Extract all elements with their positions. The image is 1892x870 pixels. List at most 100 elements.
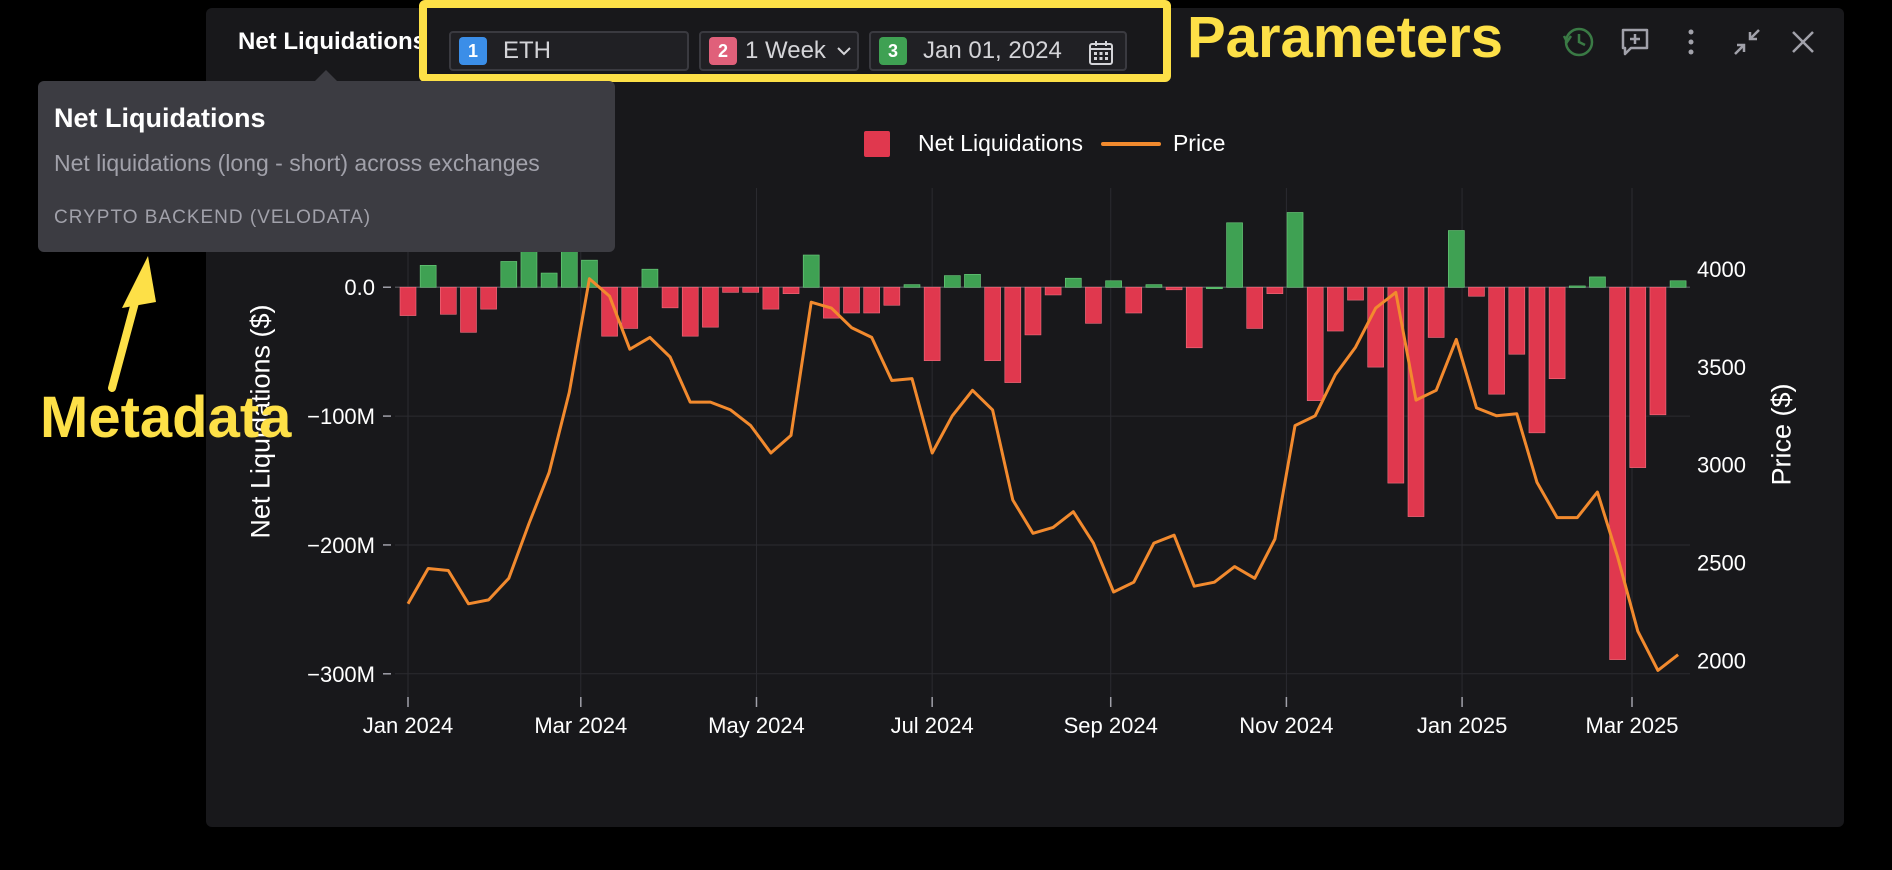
interval-param[interactable]: 2 1 Week [699,31,859,71]
legend-net-liquidations[interactable]: Net Liquidations [864,130,1083,157]
net-liquidation-bar [843,286,860,314]
net-liquidation-bar [1609,286,1626,660]
net-liquidation-bar [702,286,719,328]
x-tick-label: Sep 2024 [1064,713,1158,738]
net-liquidation-bar [1427,286,1445,338]
net-liquidation-bar [661,286,679,309]
tooltip-pointer [315,70,337,81]
net-liquidation-bar [964,274,981,288]
y2-tick-label: 2000 [1697,649,1746,674]
close-icon[interactable] [1785,24,1821,60]
net-liquidation-bar [1568,285,1586,288]
net-liquidation-bar [782,286,800,294]
minimize-icon[interactable] [1729,24,1765,60]
symbol-value[interactable]: ETH [503,37,551,64]
param-badge-2: 2 [709,37,737,65]
net-liquidation-bar [1105,280,1122,288]
price-line [406,277,1680,672]
interval-value[interactable]: 1 Week [745,37,826,64]
net-liquidation-bar [460,286,477,333]
net-liquidation-bar [742,286,760,293]
legend-bar-swatch [864,130,890,157]
legend-price-label: Price [1172,130,1226,156]
x-tick-label: May 2024 [708,713,805,738]
net-liquidation-bar [1185,286,1203,349]
net-liquidation-bar [1629,286,1647,468]
net-liquidation-bar [802,254,820,288]
net-liquidation-bar [984,286,1001,361]
more-icon[interactable] [1673,24,1709,60]
y-tick-label: −300M [307,662,375,687]
net-liquidation-bar [923,286,941,361]
net-liquidation-bar [1145,284,1163,288]
net-liquidation-bar [1468,286,1485,297]
param-badge-3: 3 [879,37,907,65]
net-liquidation-bar [1448,230,1465,288]
y2-tick-label: 3000 [1697,453,1746,478]
param-badge-1: 1 [459,37,487,65]
net-liquidation-bar [1488,286,1505,395]
net-liquidation-bar [440,286,457,315]
y2-axis-title: Price ($) [1766,383,1797,486]
net-liquidation-bar [621,286,639,329]
net-liquidation-bar [1669,280,1687,288]
history-icon[interactable] [1561,24,1597,60]
calendar-icon[interactable] [1087,39,1115,67]
net-liquidation-bar [520,250,538,288]
comment-icon[interactable] [1617,24,1653,60]
x-tick-label: Jan 2025 [1417,713,1508,738]
net-liquidation-bar [762,286,780,310]
net-liquidation-bar [1327,286,1344,332]
net-liquidation-bar [1165,286,1183,291]
net-liquidation-bar [1226,222,1243,288]
net-liquidation-bar [722,286,739,293]
legend-price[interactable]: Price [1100,130,1226,157]
net-liquidation-bar [1246,286,1264,329]
net-liquidation-bar [1044,286,1062,296]
tooltip-title: Net Liquidations [54,103,266,133]
net-liquidation-bar [903,284,921,288]
net-liquidation-bar [1125,286,1143,314]
net-liquidation-bar [1004,286,1022,383]
net-liquidation-bar [681,286,699,337]
symbol-param[interactable]: 1 ETH [449,31,689,71]
net-liquidation-bar [1387,286,1405,484]
net-liquidation-bar [540,272,558,288]
net-liquidation-bar [1649,286,1667,416]
net-liquidation-bar [601,286,618,337]
net-liquidation-bar [1347,286,1364,301]
net-liquidation-bar [1064,277,1082,288]
chart-legend: Net Liquidations Price [864,130,1243,157]
net-liquidation-bar [1306,286,1324,401]
net-liquidation-bar [1548,286,1566,380]
tooltip-description: Net liquidations (long - short) across e… [54,150,540,176]
net-liquidation-bar [1367,286,1384,368]
net-liquidation-bar [1589,276,1606,288]
y2-tick-label: 3500 [1697,355,1746,380]
y2-tick-label: 4000 [1697,257,1746,282]
start-date-param[interactable]: 3 Jan 01, 2024 [869,31,1127,71]
parameters-highlight: 1 ETH 2 1 Week 3 Jan 01, 2024 [419,0,1171,82]
panel-title[interactable]: Net Liquidations [238,28,426,55]
net-liquidation-bar [399,286,417,316]
chevron-down-icon[interactable] [834,41,854,61]
net-liquidation-bar [944,275,961,288]
start-date-value[interactable]: Jan 01, 2024 [923,37,1062,64]
net-liquidation-bar [1085,286,1102,324]
net-liquidation-bar [1286,212,1304,288]
net-liquidation-bar [1407,286,1425,517]
legend-line-swatch [1100,141,1161,146]
metadata-annotation: Metadata [40,385,292,450]
net-liquidation-bar [1206,286,1223,290]
net-liquidation-bar [480,286,497,310]
net-liquidation-bar [863,286,880,314]
net-liquidation-bar [883,286,901,306]
legend-net-liquidations-label: Net Liquidations [918,130,1083,156]
parameters-annotation: Parameters [1187,5,1503,70]
net-liquidation-bar [1266,286,1284,294]
x-tick-label: Jan 2024 [363,713,454,738]
net-liquidation-bar [1528,286,1546,434]
x-tick-label: Mar 2024 [534,713,627,738]
x-tick-label: Jul 2024 [891,713,974,738]
